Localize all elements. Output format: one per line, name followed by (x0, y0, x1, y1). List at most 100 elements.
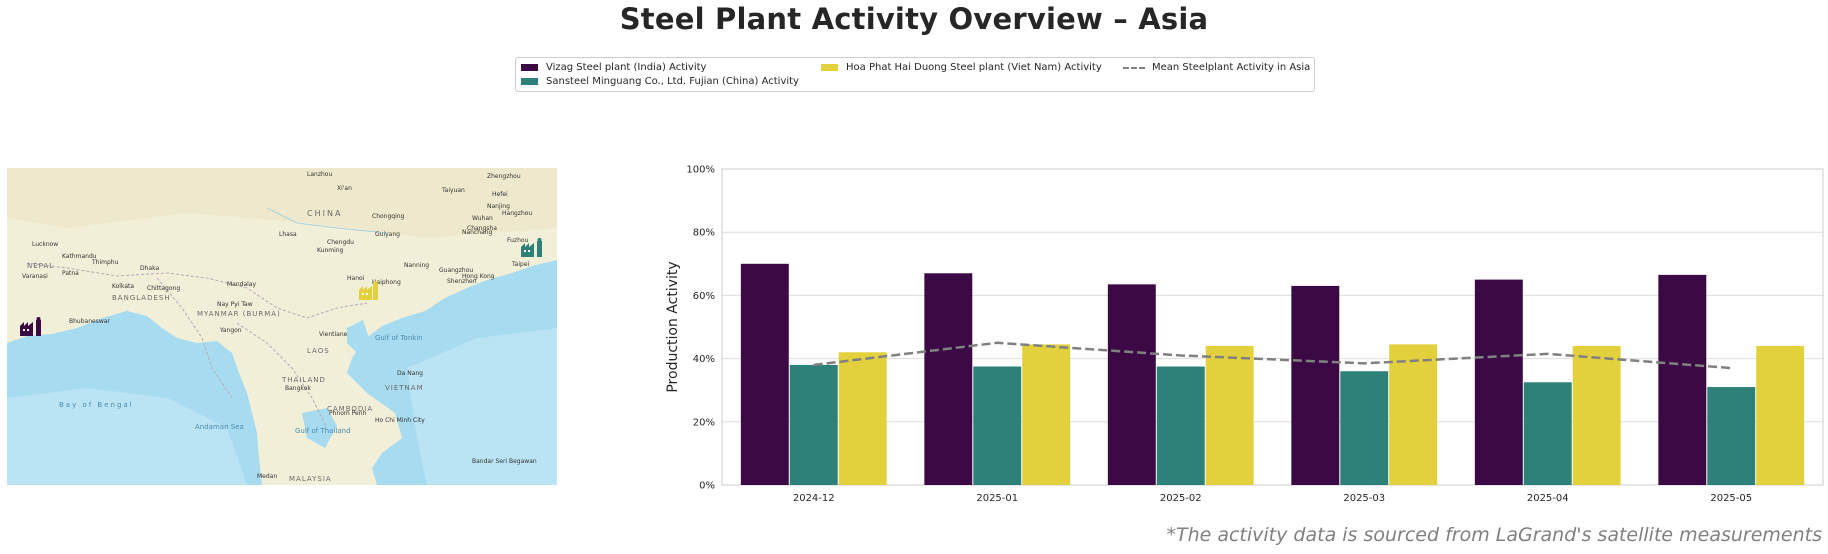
map-city-label: Kathmandu (62, 253, 97, 260)
legend-label-hoaphat: Hoa Phat Hai Duong Steel plant (Viet Nam… (846, 62, 1102, 73)
map-marker-vizag (20, 317, 41, 336)
map-city-label: Vientiane (319, 331, 348, 338)
bar-hoaphat-2025-02 (1205, 345, 1254, 485)
map-marker-sansteel (521, 238, 542, 257)
map-city-label: Guangzhou (439, 267, 473, 274)
map-city-label: Taipei (511, 261, 530, 268)
bar-hoaphat-2025-05 (1756, 345, 1805, 485)
bar-vizag-2025-02 (1107, 284, 1156, 485)
map-city-label: Changsha (467, 225, 497, 232)
bar-vizag-2025-01 (924, 273, 973, 485)
map-city-label: Bhubaneswar (69, 318, 110, 325)
map-city-label: Hefei (492, 191, 508, 198)
map-water-tonkin (347, 320, 369, 353)
x-tick-label: 2025-04 (1527, 493, 1569, 504)
x-axis-ticks: 2024-12 2025-01 2025-02 2025-03 2025-04 2025-… (793, 493, 1752, 504)
map-land-shade (7, 168, 557, 238)
map-city-label: Zhengzhou (487, 173, 521, 180)
map-label-nepal: NEPAL (27, 262, 54, 270)
x-tick-label: 2025-05 (1710, 493, 1752, 504)
map-city-label: Thimphu (91, 259, 119, 266)
map-city-label: Patna (62, 270, 79, 277)
bar-vizag-2025-04 (1474, 279, 1523, 485)
map-city-label: Haiphong (372, 279, 401, 286)
map-city-label: Wuhan (472, 215, 493, 222)
map-city-label: Nanchang (462, 229, 493, 236)
map-label-vietnam: VIETNAM (385, 384, 424, 392)
map-city-label: Nanjing (487, 203, 510, 210)
legend-label-mean: Mean Steelplant Activity in Asia (1152, 62, 1311, 73)
map-city-label: Kolkata (112, 283, 134, 290)
bar-vizag-2024-12 (740, 263, 789, 485)
chart-gridlines (722, 168, 1823, 486)
y-tick-label: 0% (699, 481, 715, 492)
map-city-label: Lanzhou (307, 171, 332, 178)
x-tick-label: 2025-01 (976, 493, 1018, 504)
map-label-malaysia: MALAYSIA (289, 475, 332, 483)
map-svg: CHINA BANGLADESH MYANMAR (BURMA) THAILAN… (7, 168, 557, 485)
map-river (266, 207, 388, 234)
legend-label-vizag: Vizag Steel plant (India) Activity (546, 62, 707, 73)
map-city-labels: Lanzhou Xi'an Zhengzhou Taiyuan Hefei Nanjing… (22, 171, 537, 480)
map-border-laos (236, 322, 328, 429)
bar-sansteel-2025-05 (1707, 387, 1756, 485)
bar-vizag-2025-05 (1658, 274, 1707, 485)
map-label-andaman-sea: Andaman Sea (195, 423, 244, 431)
x-tick-label: 2025-02 (1160, 493, 1202, 504)
map-city-label: Medan (257, 473, 277, 480)
bar-hoaphat-2025-04 (1572, 345, 1621, 485)
map-city-label: Nay Pyi Taw (217, 301, 253, 308)
bar-sansteel-2024-12 (789, 364, 838, 485)
map-city-label: Chengdu (327, 239, 354, 246)
map-water-deep-west (7, 388, 247, 485)
bar-vizag-2025-03 (1291, 285, 1340, 485)
map-label-china: CHINA (307, 209, 342, 218)
y-tick-label: 60% (693, 291, 715, 302)
y-tick-label: 80% (693, 228, 715, 239)
bar-sansteel-2025-02 (1156, 366, 1205, 485)
map-water-gulf (302, 408, 337, 448)
map-city-label: Yangon (219, 327, 242, 334)
map-city-label: Phnom Penh (329, 410, 367, 417)
map-city-label: Bandar Seri Begawan (472, 458, 537, 465)
map-city-label: Chongqing (372, 213, 405, 220)
bar-hoaphat-2025-03 (1389, 344, 1438, 485)
legend-item-mean: Mean Steelplant Activity in Asia (1123, 62, 1310, 73)
map-label-gulf-of-tonkin: Gulf of Tonkin (375, 334, 423, 342)
map-city-label: Fuzhou (507, 237, 529, 244)
map-city-label: Bangkok (285, 385, 311, 392)
mean-activity-line (813, 341, 1732, 370)
map-city-label: Hanoi (347, 275, 365, 282)
map-city-label: Da Nang (397, 370, 423, 377)
map-city-label: Guiyang (375, 231, 400, 238)
map-label-bangladesh: BANGLADESH (112, 294, 171, 302)
map-city-label: Nanning (404, 262, 429, 269)
map-city-label: Xi'an (337, 185, 352, 192)
bar-hoaphat-2025-01 (1022, 344, 1071, 485)
legend-swatch-vizag (521, 64, 538, 71)
x-tick-label: 2024-12 (793, 493, 835, 504)
y-axis-label: Production Activity (665, 261, 681, 392)
map-city-label: Dhaka (140, 265, 159, 272)
bar-sansteel-2025-04 (1523, 382, 1572, 485)
legend-item-hoaphat: Hoa Phat Hai Duong Steel plant (Viet Nam… (821, 62, 1102, 73)
map-city-label: Hong Kong (462, 273, 495, 280)
bar-sansteel-2025-03 (1340, 371, 1389, 485)
chart-bars (740, 263, 1805, 485)
footnote: *The activity data is sourced from LaGra… (1166, 524, 1822, 546)
map-label-bay-of-bengal: Bay of Bengal (59, 401, 134, 409)
map-city-label: Ho Chi Minh City (375, 417, 425, 424)
legend-label-sansteel: Sansteel Minguang Co., Ltd. Fujian (Chin… (546, 76, 799, 87)
bar-sansteel-2025-01 (973, 366, 1022, 485)
map-city-label: Varanasi (22, 273, 48, 280)
page-title: Steel Plant Activity Overview – Asia (619, 2, 1209, 36)
y-tick-label: 20% (693, 417, 715, 428)
chart-legend: Vizag Steel plant (India) Activity Sanst… (515, 57, 1315, 92)
legend-item-sansteel: Sansteel Minguang Co., Ltd. Fujian (Chin… (521, 76, 799, 87)
map-border-china (26, 262, 368, 319)
legend-swatch-hoaphat (821, 64, 838, 71)
x-tick-label: 2025-03 (1343, 493, 1385, 504)
map-label-laos: LAOS (307, 347, 330, 355)
y-axis-ticks: 0% 20% 40% 60% 80% 100% (686, 165, 715, 492)
